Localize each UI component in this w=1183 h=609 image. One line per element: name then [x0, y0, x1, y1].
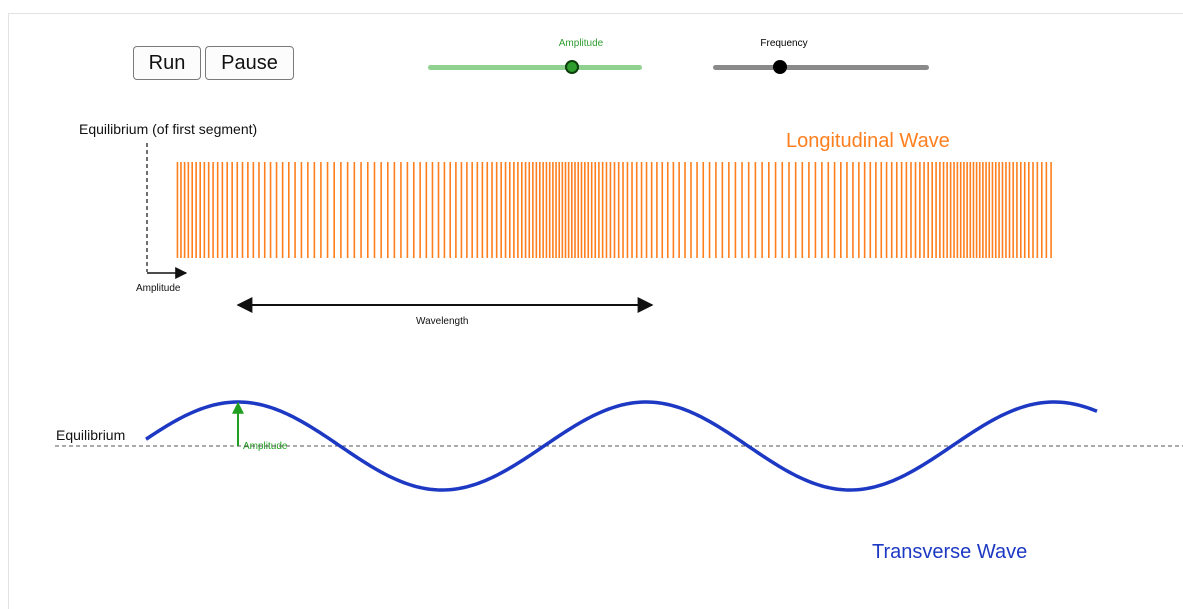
- transverse-wave-title: Transverse Wave: [872, 541, 1028, 563]
- amplitude-slider-track[interactable]: [428, 65, 642, 70]
- longitudinal-equilibrium-label: Equilibrium (of first segment): [79, 121, 258, 137]
- frequency-slider-knob[interactable]: [773, 60, 787, 74]
- wavelength-label: Wavelength: [416, 316, 469, 327]
- frame-left-border: [8, 13, 9, 609]
- frame-top-border: [8, 13, 1183, 14]
- amplitude-slider-label: Amplitude: [558, 38, 604, 49]
- longitudinal-segments: [176, 162, 1052, 258]
- transverse-wave-curve: [145, 400, 1098, 492]
- frequency-slider-label: Frequency: [760, 38, 808, 49]
- pause-button[interactable]: Pause: [205, 46, 294, 80]
- amplitude-slider-knob[interactable]: [565, 60, 579, 74]
- transverse-equilibrium-label: Equilibrium: [56, 427, 126, 443]
- frequency-slider-track[interactable]: [713, 65, 929, 70]
- run-button[interactable]: Run: [133, 46, 201, 80]
- longitudinal-amplitude-label: Amplitude: [136, 283, 181, 294]
- longitudinal-wave-title: Longitudinal Wave: [786, 130, 950, 152]
